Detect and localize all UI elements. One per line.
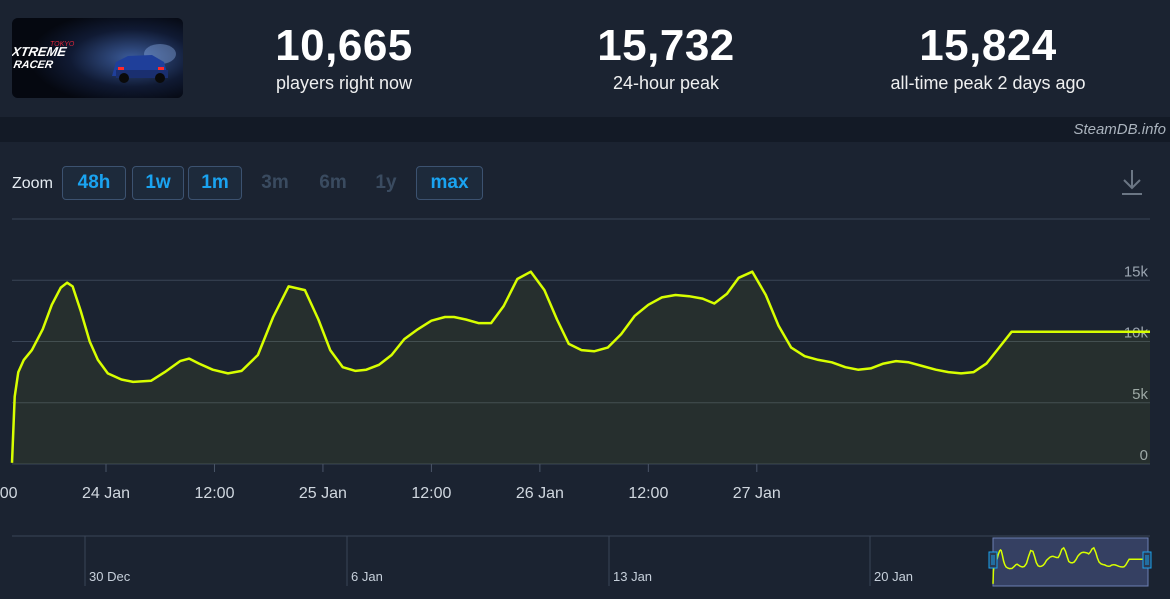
credit-link[interactable]: SteamDB.info bbox=[1073, 121, 1166, 138]
all-time-peak-stat: 15,824 all-time peak 2 days ago bbox=[838, 20, 1138, 94]
svg-text:TOKYO: TOKYO bbox=[50, 41, 75, 48]
zoom-label: Zoom bbox=[12, 175, 53, 192]
zoom-button-1m[interactable]: 1m bbox=[188, 166, 242, 200]
zoom-button-1w[interactable]: 1w bbox=[132, 166, 184, 200]
chart-panel bbox=[0, 142, 1170, 599]
current-players-value: 10,665 bbox=[275, 21, 413, 70]
game-banner-image[interactable]: XTREME RACER TOKYO bbox=[12, 18, 183, 98]
day-peak-stat: 15,732 24-hour peak bbox=[516, 20, 816, 94]
download-icon[interactable] bbox=[1120, 168, 1144, 196]
zoom-button-max[interactable]: max bbox=[416, 166, 483, 200]
current-players-label: players right now bbox=[275, 73, 413, 93]
day-peak-value: 15,732 bbox=[597, 21, 735, 70]
all-time-peak-label: all-time peak 2 days ago bbox=[890, 73, 1086, 93]
car-silhouette bbox=[112, 55, 168, 83]
stats-header: XTREME RACER TOKYO 10,665 players right … bbox=[0, 0, 1170, 117]
all-time-peak-value: 15,824 bbox=[919, 21, 1057, 70]
game-logo-text: XTREME bbox=[12, 44, 69, 59]
day-peak-label: 24-hour peak bbox=[612, 73, 720, 93]
zoom-button-1y: 1y bbox=[375, 172, 397, 193]
zoom-button-6m: 6m bbox=[319, 172, 347, 193]
zoom-button-48h[interactable]: 48h bbox=[62, 166, 126, 200]
game-banner-art: XTREME RACER TOKYO bbox=[12, 18, 183, 98]
current-players-stat: 10,665 players right now bbox=[194, 20, 494, 94]
zoom-button-3m: 3m bbox=[261, 172, 289, 193]
separator-band bbox=[0, 117, 1170, 142]
svg-text:RACER: RACER bbox=[13, 59, 54, 71]
